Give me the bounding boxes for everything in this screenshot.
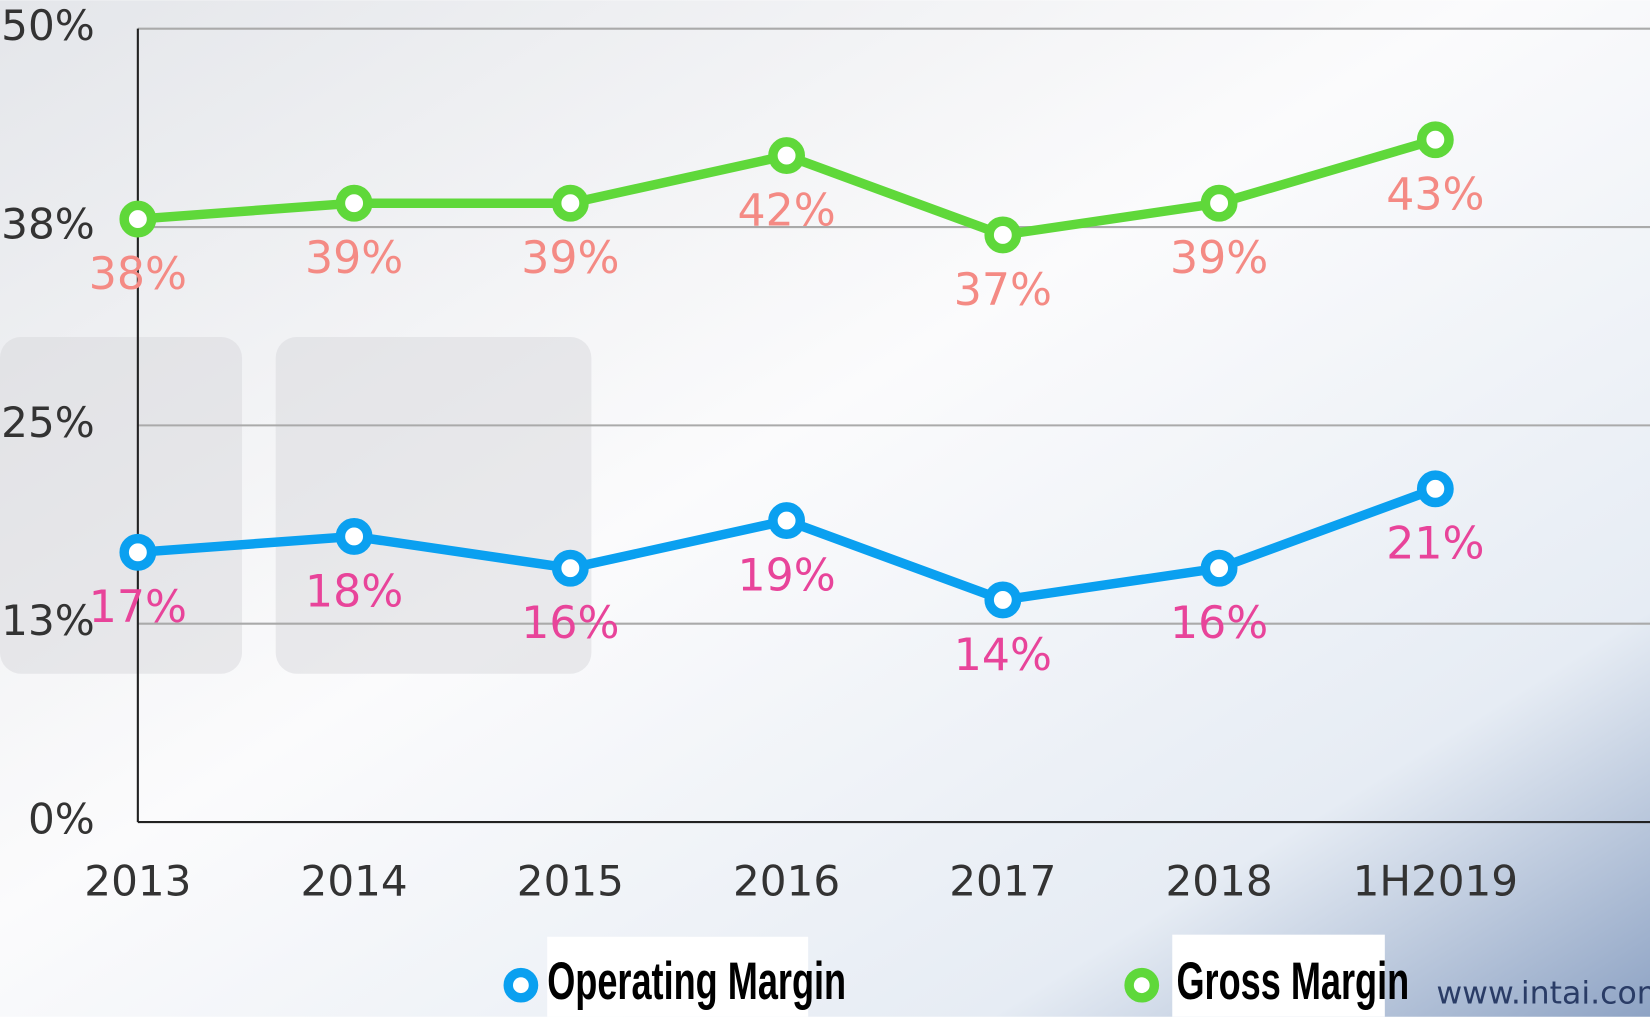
x-tick-label: 1H2019 [1353, 857, 1519, 906]
data-point [119, 200, 157, 238]
x-tick-label: 2017 [949, 857, 1056, 906]
data-point [119, 533, 157, 571]
x-tick-label: 2016 [733, 857, 840, 906]
y-tick-label: 38% [1, 200, 95, 249]
legend-label: Operating Margin [547, 951, 846, 1011]
background-decor [0, 336, 243, 674]
source: www.intai.com [1436, 976, 1650, 1012]
data-point [335, 184, 373, 222]
data-point [984, 216, 1022, 254]
y-tick-label: 50% [1, 1, 95, 50]
data-label: 16% [1170, 598, 1268, 649]
data-label: 43% [1386, 170, 1484, 221]
legend-marker [503, 967, 539, 1003]
data-label: 21% [1386, 519, 1484, 570]
data-label: 18% [305, 566, 403, 617]
y-tick-label: 0% [28, 795, 95, 844]
x-tick-label: 2014 [301, 857, 408, 906]
data-point [551, 184, 589, 222]
data-label: 39% [521, 233, 619, 284]
data-label: 14% [954, 630, 1052, 681]
x-tick-label: 2015 [517, 857, 624, 906]
data-point [1416, 121, 1454, 159]
data-label: 16% [521, 598, 619, 649]
data-point [1200, 549, 1238, 587]
data-label: 39% [1170, 233, 1268, 284]
data-label: 42% [737, 185, 835, 236]
data-label: 39% [305, 233, 403, 284]
data-point [768, 502, 806, 539]
y-tick-label: 25% [1, 398, 95, 447]
legend-label: Gross Margin [1176, 951, 1409, 1011]
data-point [768, 137, 806, 175]
x-tick-label: 2013 [84, 857, 191, 906]
y-tick-label: 13% [1, 596, 95, 645]
data-point [984, 581, 1022, 619]
legend-box [547, 936, 809, 1017]
data-point [551, 549, 589, 587]
legend-box [1172, 934, 1385, 1017]
data-point [335, 518, 373, 555]
data-label: 37% [954, 265, 1052, 316]
x-tick-label: 2018 [1166, 857, 1273, 906]
legend-marker [1124, 967, 1160, 1003]
background-decor [275, 336, 592, 674]
data-point [1416, 470, 1454, 508]
data-label: 19% [737, 550, 835, 601]
data-point [1200, 184, 1238, 222]
data-label: 17% [89, 582, 187, 633]
data-label: 38% [89, 249, 187, 300]
